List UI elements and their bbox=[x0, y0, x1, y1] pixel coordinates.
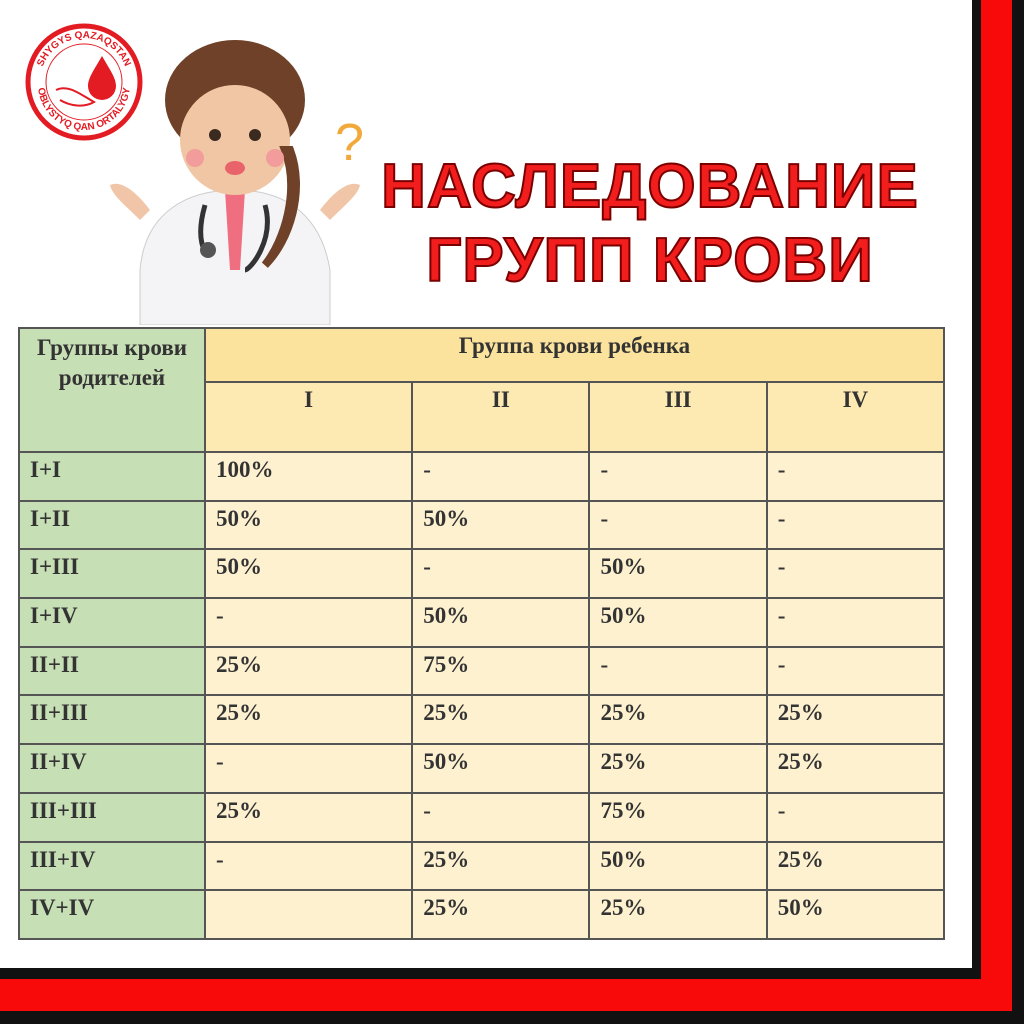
table-row: II+III 25% 25% 25% 25% bbox=[18, 694, 946, 746]
blood-center-logo: SHYGYS QAZAQSTAN OBLYSTYQ QAN ORTALYGY bbox=[25, 23, 143, 141]
parents-header: Группы крови родителей bbox=[18, 327, 206, 453]
probability-cell: - bbox=[588, 499, 768, 551]
probability-cell: 25% bbox=[411, 889, 591, 940]
probability-cell: - bbox=[411, 451, 591, 502]
probability-cell: - bbox=[588, 645, 768, 697]
probability-cell: 50% bbox=[765, 889, 946, 940]
svg-text:?: ? bbox=[335, 114, 364, 172]
probability-cell: - bbox=[765, 548, 946, 600]
probability-cell: 50% bbox=[203, 499, 414, 551]
probability-cell: - bbox=[203, 840, 414, 892]
title-line-2: ГРУПП КРОВИ bbox=[425, 225, 874, 296]
probability-cell: 50% bbox=[411, 597, 591, 648]
probability-cell: 75% bbox=[588, 791, 768, 843]
page-title: НАСЛЕДОВАНИЕ ГРУПП КРОВИ bbox=[360, 150, 940, 298]
column-header: I bbox=[203, 381, 414, 453]
table-row: I+IV -50% 50% - bbox=[18, 597, 946, 648]
table-row: II+II 25% 75% - - bbox=[18, 645, 946, 697]
frame-red-bottom bbox=[0, 979, 1012, 1011]
table-row: III+IV -25% 50% 25% bbox=[18, 840, 946, 892]
table-row: I+II 50% 50% - - bbox=[18, 499, 946, 551]
probability-cell: 25% bbox=[588, 889, 768, 940]
probability-cell: 25% bbox=[411, 840, 591, 892]
probability-cell: 25% bbox=[203, 791, 414, 843]
probability-cell: - bbox=[765, 791, 946, 843]
probability-cell: - bbox=[411, 548, 591, 600]
column-header: IV bbox=[765, 381, 946, 453]
table-header-row: Группы крови родителей Группа крови ребе… bbox=[18, 327, 945, 453]
probability-cell: 50% bbox=[588, 840, 768, 892]
parents-cell: I+III bbox=[18, 548, 206, 600]
probability-cell: 100% bbox=[203, 451, 414, 502]
parents-cell: III+IV bbox=[18, 840, 206, 892]
table-row: III+III 25% -75% - bbox=[18, 791, 946, 843]
probability-cell: 50% bbox=[588, 548, 768, 600]
probability-cell: - bbox=[203, 597, 414, 648]
doctor-illustration: ? bbox=[110, 40, 364, 325]
table-row: I+III 50% -50% - bbox=[18, 548, 946, 600]
probability-cell: - bbox=[765, 597, 946, 648]
probability-cell: - bbox=[588, 451, 768, 502]
probability-cell: 75% bbox=[411, 645, 591, 697]
column-header-row: I II III IV bbox=[19, 381, 946, 453]
parents-cell: I+IV bbox=[18, 597, 206, 648]
blood-group-inheritance-table: Группы крови родителей Группа крови ребе… bbox=[18, 327, 946, 940]
probability-cell: - bbox=[411, 791, 591, 843]
column-header: II bbox=[411, 381, 591, 453]
column-header: III bbox=[588, 381, 768, 453]
probability-cell: 25% bbox=[203, 694, 414, 746]
probability-cell: 25% bbox=[765, 694, 946, 746]
probability-cell: - bbox=[203, 743, 414, 794]
probability-cell: 25% bbox=[203, 645, 414, 697]
table-row: IV+IV 25% 25% 50% bbox=[18, 889, 946, 940]
parents-cell: I+II bbox=[18, 499, 206, 551]
probability-cell: 50% bbox=[411, 499, 591, 551]
probability-cell: 50% bbox=[411, 743, 591, 794]
probability-cell bbox=[203, 889, 414, 940]
child-group-header: Группа крови ребенка bbox=[204, 327, 945, 383]
table-row: I+I 100% - - - bbox=[18, 451, 946, 502]
probability-cell: 50% bbox=[588, 597, 768, 648]
parents-cell: II+II bbox=[18, 645, 206, 697]
probability-cell: 25% bbox=[588, 694, 768, 746]
probability-cell: 25% bbox=[588, 743, 768, 794]
probability-cell: 25% bbox=[765, 743, 946, 794]
parents-cell: IV+IV bbox=[18, 889, 206, 940]
probability-cell: - bbox=[765, 645, 946, 697]
probability-cell: 50% bbox=[203, 548, 414, 600]
probability-cell: 25% bbox=[411, 694, 591, 746]
probability-cell: - bbox=[765, 451, 946, 502]
probability-cell: - bbox=[765, 499, 946, 551]
parents-cell: II+IV bbox=[18, 743, 206, 794]
frame-inner bbox=[0, 968, 972, 969]
parents-cell: III+III bbox=[18, 791, 206, 843]
table-row: II+IV -50% 25% 25% bbox=[18, 743, 946, 794]
probability-cell: 25% bbox=[765, 840, 946, 892]
parents-cell: II+III bbox=[18, 694, 206, 746]
title-line-1: НАСЛЕДОВАНИЕ bbox=[380, 151, 919, 222]
frame-red-right bbox=[981, 0, 1012, 1011]
parents-cell: I+I bbox=[18, 451, 206, 502]
